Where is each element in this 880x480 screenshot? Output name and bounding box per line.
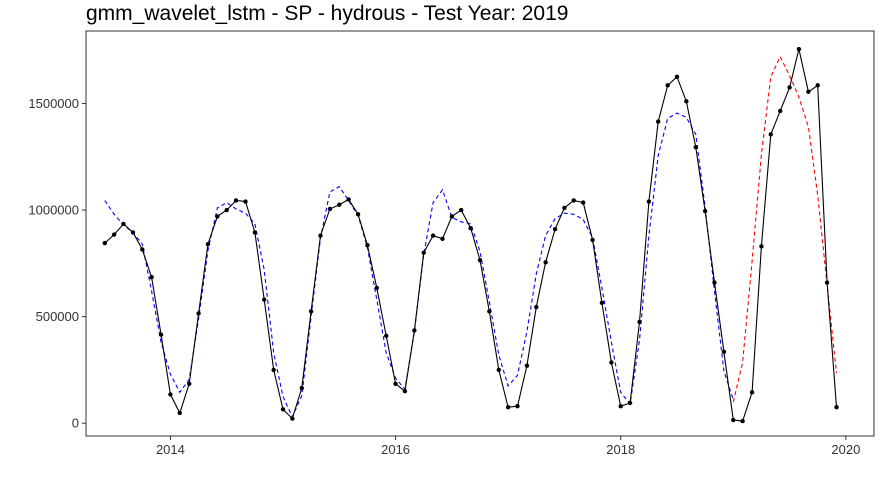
actual-data-point [459,207,464,213]
x-tick-label: 2020 [831,442,860,457]
x-tick-label: 2014 [156,442,185,457]
x-tick-label: 2018 [606,442,635,457]
actual-data-point [721,349,727,355]
actual-data-point [646,199,652,204]
actual-line [104,48,838,422]
actual-data-point [590,237,595,243]
actual-data-point [487,309,492,314]
actual-data-point [430,233,436,238]
actual-data-point [177,410,182,416]
actual-data-point [684,99,689,104]
y-tick-label: 1000000 [28,203,79,218]
actual-data-point [355,212,361,217]
actual-data-point [712,280,717,285]
actual-data-point [215,214,220,219]
actual-data-point [787,85,792,90]
forecast-dashed-line [732,55,838,403]
actual-data-point [674,74,680,80]
actual-data-point [130,230,136,235]
actual-data-point [271,367,276,373]
actual-data-point [402,389,408,394]
actual-data-point [290,416,295,421]
actual-data-point [121,221,126,227]
actual-data-point [196,311,201,316]
actual-data-point [524,363,530,368]
actual-data-point [280,407,286,412]
actual-data-point [102,240,107,246]
actual-data-point [337,202,342,207]
actual-data-point [468,225,473,231]
actual-data-point [346,197,351,202]
actual-data-point [421,250,426,255]
actual-data-point [731,417,736,423]
x-tick-label: 2016 [381,442,410,457]
actual-data-point [384,333,389,339]
actual-data-point [187,381,192,386]
actual-data-point [149,274,154,280]
actual-data-point [834,405,839,410]
actual-data-point [308,309,314,314]
y-tick-label: 0 [72,416,79,431]
actual-data-point [299,385,304,391]
actual-data-point [806,89,811,94]
actual-data-point [768,132,773,137]
actual-data-point [552,227,558,232]
actual-data-point [581,200,586,205]
actual-data-point [393,381,398,386]
actual-data-point [702,208,708,214]
actual-data-point [168,392,173,397]
actual-data-point [374,285,379,291]
y-tick-label: 1500000 [28,96,79,111]
actual-data-point [637,319,642,325]
actual-data-point [749,390,755,395]
chart-title: gmm_wavelet_lstm - SP - hydrous - Test Y… [86,2,569,25]
fitted-dashed-line [104,112,734,419]
actual-data-point [327,206,333,212]
actual-data-point [665,83,670,88]
actual-data-point [599,300,605,305]
plot-panel-border [85,30,875,437]
actual-data-point [534,304,539,310]
actual-data-point [224,207,229,213]
actual-data-point [262,297,267,302]
actual-data-point [656,119,661,124]
actual-data-point [505,405,511,410]
actual-data-point [111,232,117,237]
actual-data-point [562,205,567,211]
actual-data-point [318,233,323,238]
actual-data-point [252,230,258,235]
actual-data-point [365,243,370,248]
y-tick-label: 500000 [36,309,79,324]
actual-data-point [740,418,745,424]
actual-data-point [693,144,698,150]
actual-data-point [824,280,830,285]
actual-data-point [233,198,239,203]
actual-data-point [140,247,145,252]
actual-data-point [571,198,576,203]
actual-data-point [759,244,764,249]
actual-data-point [243,199,248,204]
actual-data-point [412,328,417,333]
actual-data-point [477,257,483,263]
actual-data-point [815,83,820,88]
actual-data-point [778,108,783,114]
actual-data-point [449,214,455,219]
actual-data-point [543,260,548,265]
actual-data-point [158,332,164,337]
actual-data-point [627,400,633,406]
actual-data-point [496,367,501,373]
actual-data-point [618,403,623,409]
actual-data-point [205,241,211,247]
actual-data-point [609,360,614,365]
actual-data-point [440,236,445,242]
actual-data-point [515,403,520,409]
actual-data-point [796,46,802,52]
